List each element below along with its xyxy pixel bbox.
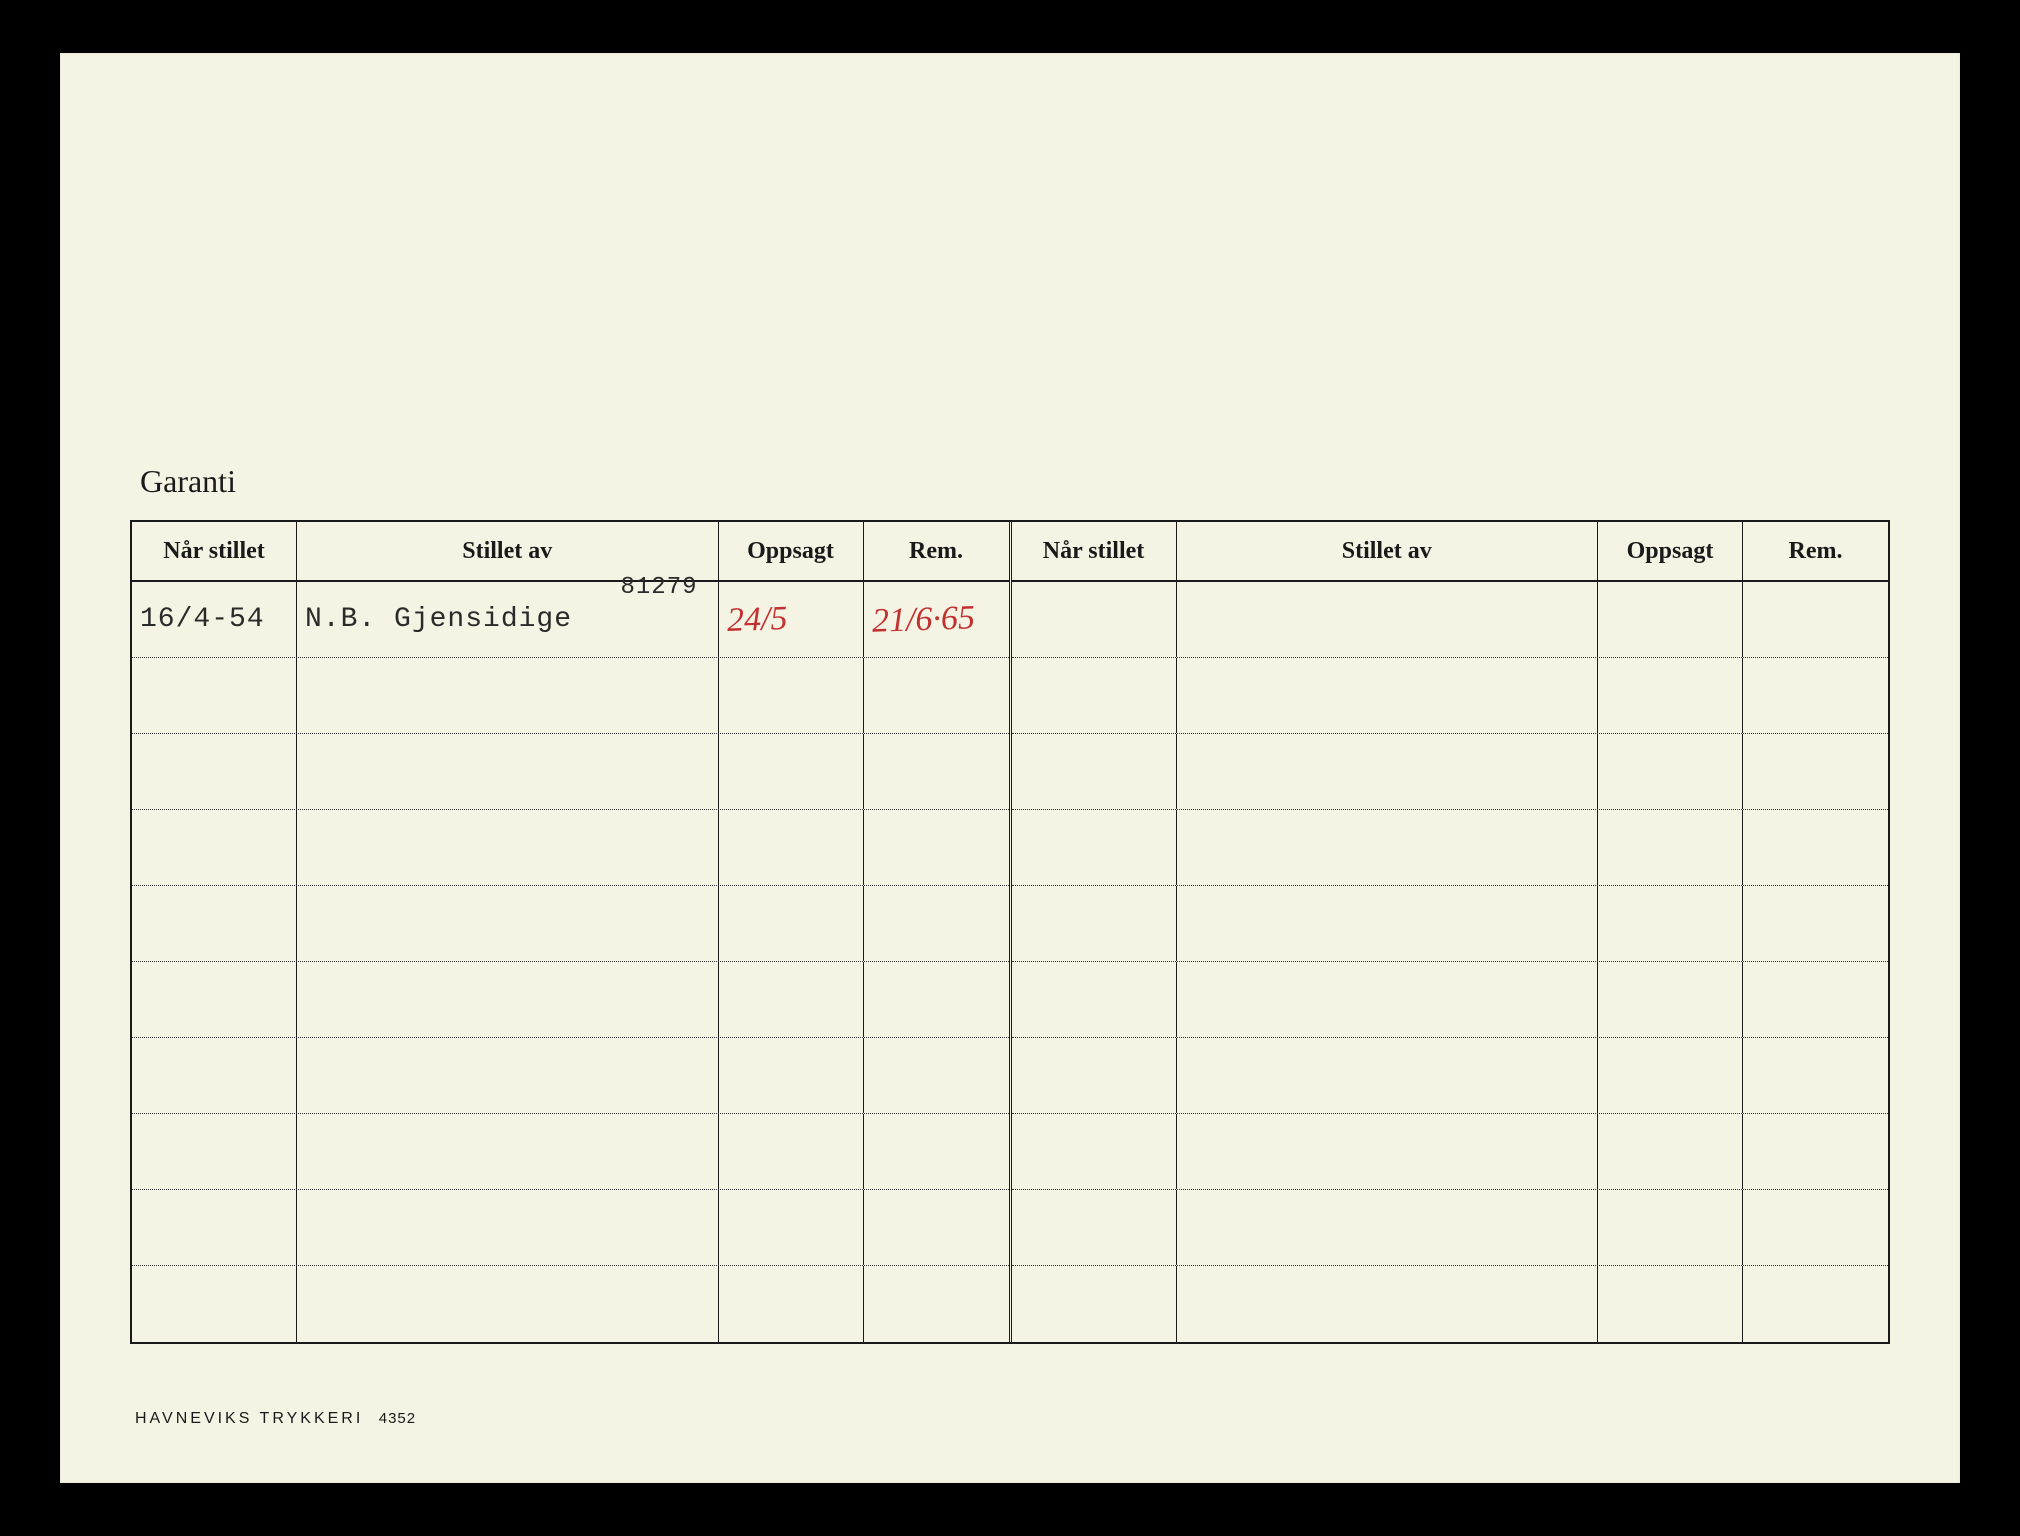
table-row	[1012, 886, 1889, 962]
printer-number: 4352	[379, 1410, 416, 1427]
table-row	[1012, 1266, 1889, 1342]
table-row	[132, 658, 1009, 734]
entry-date: 16/4-54	[140, 604, 265, 635]
entry-oppsagt: 24/5	[726, 599, 788, 639]
header-oppsagt: Oppsagt	[1598, 522, 1743, 580]
entry-number: 81279	[620, 574, 697, 601]
content-area: Garanti Når stillet Stillet av Oppsagt R…	[130, 463, 1890, 1344]
printer-name: HAVNEVIKS TRYKKERI	[135, 1410, 363, 1427]
header-nar-stillet: Når stillet	[1012, 522, 1177, 580]
document-card: Garanti Når stillet Stillet av Oppsagt R…	[60, 53, 1960, 1483]
table-row	[1012, 734, 1889, 810]
table-row	[132, 1266, 1009, 1342]
table-row	[1012, 1038, 1889, 1114]
table-row	[1012, 810, 1889, 886]
table-row	[132, 962, 1009, 1038]
table-row	[132, 810, 1009, 886]
table-row	[1012, 582, 1889, 658]
table-row	[1012, 1114, 1889, 1190]
table-left-body: 16/4-54 N.B. Gjensidige 81279 24/5 21/6·…	[132, 582, 1009, 1342]
table-row	[132, 1190, 1009, 1266]
table-header-row: Når stillet Stillet av Oppsagt Rem.	[132, 522, 1009, 582]
table-header-row: Når stillet Stillet av Oppsagt Rem.	[1012, 522, 1889, 582]
table-row	[132, 886, 1009, 962]
header-rem: Rem.	[864, 522, 1009, 580]
table-left-half: Når stillet Stillet av Oppsagt Rem. 16/4…	[132, 522, 1012, 1342]
table-row: 16/4-54 N.B. Gjensidige 81279 24/5 21/6·…	[132, 582, 1009, 658]
cell-oppsagt: 24/5	[719, 582, 864, 657]
section-title: Garanti	[140, 463, 1890, 500]
header-oppsagt: Oppsagt	[719, 522, 864, 580]
table-row	[132, 1114, 1009, 1190]
footer-printer: HAVNEVIKS TRYKKERI 4352	[135, 1410, 416, 1428]
table-row	[132, 1038, 1009, 1114]
table-row	[132, 734, 1009, 810]
header-stillet-av: Stillet av	[297, 522, 719, 580]
header-rem: Rem.	[1743, 522, 1888, 580]
table-row	[1012, 962, 1889, 1038]
header-nar-stillet: Når stillet	[132, 522, 297, 580]
guarantee-table: Når stillet Stillet av Oppsagt Rem. 16/4…	[130, 520, 1890, 1344]
table-row	[1012, 658, 1889, 734]
entry-rem: 21/6·65	[871, 599, 975, 641]
table-right-body	[1012, 582, 1889, 1342]
table-row	[1012, 1190, 1889, 1266]
cell-nar-stillet: 16/4-54	[132, 582, 297, 657]
cell-stillet-av: N.B. Gjensidige 81279	[297, 582, 719, 657]
cell-rem: 21/6·65	[864, 582, 1009, 657]
entry-issuer: N.B. Gjensidige	[305, 604, 572, 635]
table-right-half: Når stillet Stillet av Oppsagt Rem.	[1012, 522, 1889, 1342]
header-stillet-av: Stillet av	[1177, 522, 1599, 580]
